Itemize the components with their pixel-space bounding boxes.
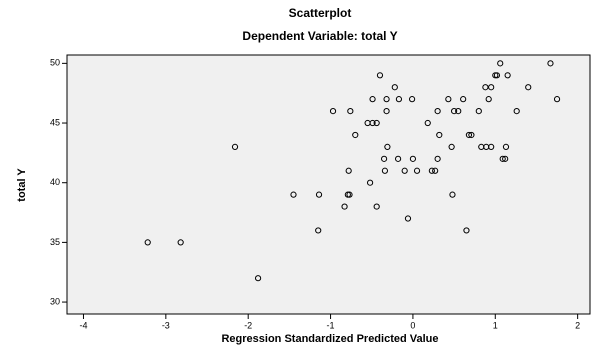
x-tick-label: -4 [79,320,87,330]
x-axis-label: Regression Standardized Predicted Value [221,333,438,345]
data-point [468,131,475,139]
data-point [432,167,439,174]
data-point [449,191,456,198]
data-point [373,203,380,210]
x-tick-label: -1 [327,320,335,330]
x-tick-label: -3 [162,320,170,330]
data-point [448,143,455,151]
data-point [315,227,322,234]
data-point [401,167,408,174]
data-point [391,84,398,91]
data-point [347,107,354,115]
data-point [383,107,390,115]
data-point [329,107,337,115]
data-point [376,72,384,79]
y-tick-label: 50 [50,58,60,68]
data-point [434,155,441,162]
data-point [424,119,431,127]
data-point [502,155,509,162]
data-point [502,143,510,151]
y-axis-label: total Y [16,168,28,202]
data-point [380,155,388,162]
data-point [315,191,323,198]
data-point [369,119,376,127]
data-point [504,72,511,79]
data-point [383,96,390,103]
data-point [475,107,482,115]
data-point [369,96,376,103]
y-tick-label: 30 [50,296,60,306]
data-point [373,119,380,127]
data-point [404,215,412,222]
y-tick-label: 45 [50,117,60,127]
data-point [395,96,403,103]
data-point [513,107,520,115]
data-point [231,143,239,151]
data-point [254,275,262,282]
plot-area [66,54,591,315]
y-tick-label: 40 [50,177,60,187]
data-point [366,179,374,186]
y-tick-label: 35 [50,237,60,247]
data-point [488,84,495,91]
data-point [460,96,467,103]
data-point [547,60,554,67]
data-point [434,107,441,115]
data-point [465,131,473,139]
data-point [493,72,501,79]
x-tick-label: 2 [575,320,580,330]
data-point [485,96,492,103]
data-point [345,167,352,174]
data-point [413,167,421,174]
data-point [488,143,495,151]
data-point [177,239,184,246]
x-tick-label: 1 [493,320,498,330]
data-point [409,155,417,162]
data-point [346,191,353,198]
data-point [497,60,504,67]
data-point [394,155,402,162]
data-point [451,107,458,115]
data-point [408,96,416,103]
data-point [499,155,506,162]
data-point [290,191,297,198]
x-tick-label: -2 [244,320,252,330]
data-point [341,203,348,210]
data-point [428,167,435,174]
data-point [381,167,389,174]
data-point [144,239,151,246]
data-point [455,107,462,115]
data-point [525,84,532,91]
chart-title: Scatterplot [289,6,352,20]
x-tick-label: 0 [410,320,415,330]
data-point [384,143,391,151]
data-point [553,96,561,103]
data-point [436,131,443,139]
data-point [463,227,470,234]
data-point [482,84,489,91]
data-point [352,131,359,139]
data-point [445,96,452,103]
chart-subtitle: Dependent Variable: total Y [242,29,397,43]
